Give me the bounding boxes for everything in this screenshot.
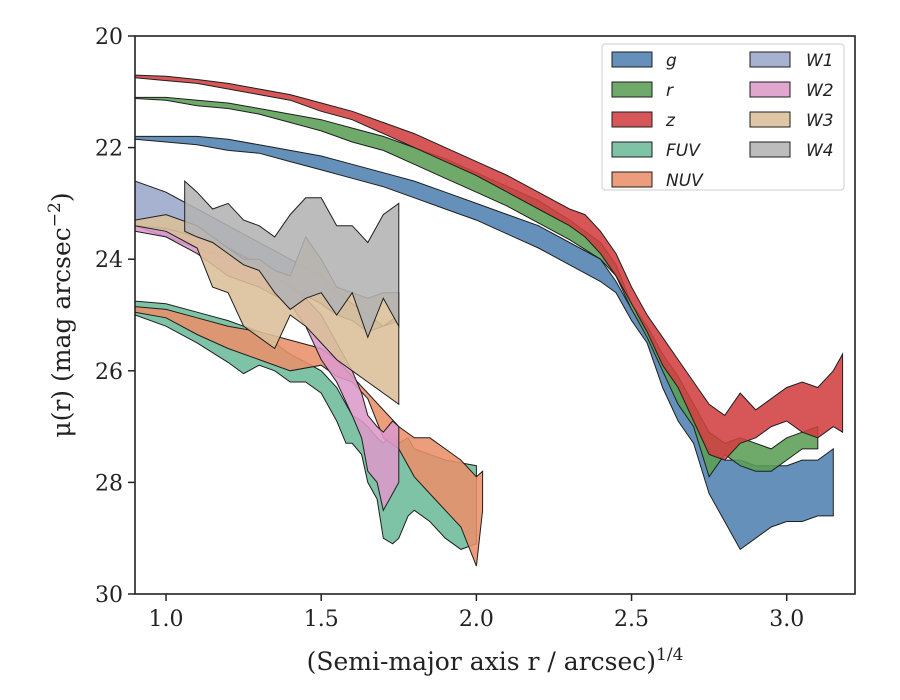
legend-swatch-nuv	[611, 171, 653, 188]
legend-swatch-w3	[749, 111, 791, 128]
band-w4	[184, 179, 400, 339]
y-axis-label-main: μ(r) (mag arcsec	[47, 227, 76, 437]
x-axis-ticks: 1.0 1.5 2.0 2.5 3.0	[149, 594, 804, 632]
x-tick-label: 2.5	[614, 607, 649, 632]
legend-swatch-z	[611, 111, 653, 128]
y-tick-label: 26	[95, 360, 123, 385]
legend: grz FUV NUV W1 W2 W3 W4	[601, 43, 845, 191]
legend-label-w2: W2	[806, 81, 834, 101]
x-tick-label: 2.0	[459, 607, 494, 632]
legend-label-z: z	[665, 111, 676, 131]
legend-label-r: r	[666, 81, 674, 101]
band-fuv	[135, 300, 477, 550]
x-tick-label: 3.0	[769, 607, 804, 632]
legend-swatch-w4	[749, 141, 791, 158]
plot-frame	[134, 35, 856, 595]
legend-label-w1: W1	[806, 51, 834, 71]
legend-swatch-fuv	[611, 141, 653, 158]
y-axis-label-close: )	[47, 192, 76, 202]
y-tick-label: 20	[95, 25, 123, 50]
y-axis-ticks: 20 22 24 26 28 30	[95, 25, 135, 608]
band-nuv	[135, 306, 484, 567]
legend-label-nuv: NUV	[666, 171, 704, 191]
legend-label-g: g	[666, 51, 677, 71]
band-z	[135, 74, 844, 461]
x-axis-label: (Semi-major axis r / arcsec)1/4	[307, 645, 684, 676]
legend-swatch-r	[611, 81, 653, 98]
legend-swatch-g	[611, 51, 653, 68]
band-g	[135, 135, 834, 551]
legend-label-w3: W3	[806, 111, 834, 131]
y-tick-label: 22	[95, 137, 123, 162]
x-tick-label: 1.0	[149, 607, 184, 632]
y-tick-label: 28	[95, 471, 123, 496]
legend-swatch-w1	[749, 51, 791, 68]
profile-bands	[135, 74, 844, 567]
y-axis-label-superscript: −2	[45, 202, 65, 227]
y-tick-label: 30	[95, 583, 123, 608]
x-axis-label-superscript: 1/4	[656, 645, 683, 665]
y-axis-label: μ(r) (mag arcsec−2)	[45, 192, 76, 437]
legend-label-fuv: FUV	[666, 141, 701, 161]
legend-swatch-w2	[749, 81, 791, 98]
y-tick-label: 24	[95, 248, 123, 273]
legend-label-w4: W4	[806, 141, 834, 161]
x-axis-label-main: (Semi-major axis r / arcsec)	[307, 647, 656, 676]
x-tick-label: 1.5	[304, 607, 339, 632]
